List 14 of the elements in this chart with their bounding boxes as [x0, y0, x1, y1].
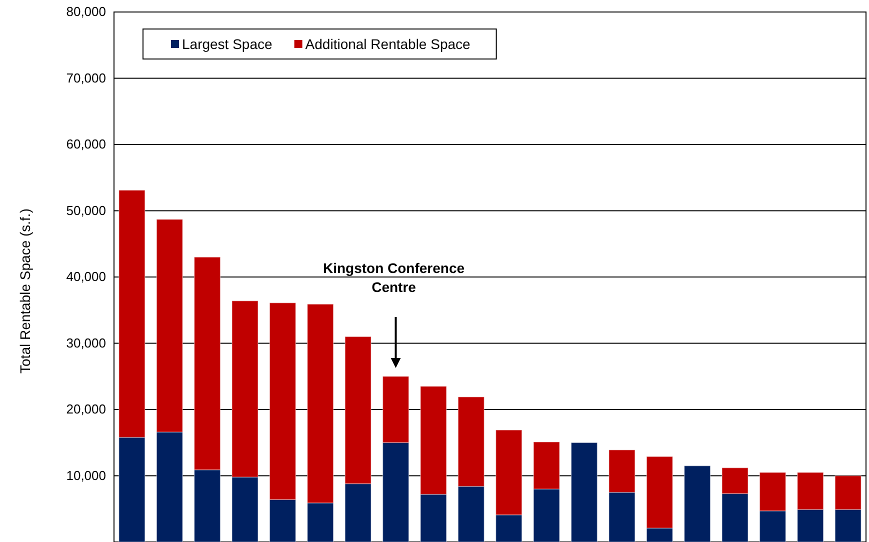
bar [684, 465, 711, 542]
legend-label: Largest Space [182, 36, 272, 52]
y-tick-label: 10,000 [66, 468, 106, 483]
y-tick-label: 20,000 [66, 402, 106, 417]
annotation: Kingston Conference Centre [322, 260, 465, 295]
y-tick-label: 50,000 [66, 202, 106, 218]
y-tick-label: 70,000 [66, 70, 106, 86]
legend-label: Additional Rentable Space [305, 36, 471, 52]
bar [570, 442, 598, 542]
y-tick-label: 60,000 [66, 136, 106, 152]
y-tick-label: 40,000 [66, 269, 106, 284]
y-axis-title: Total Rentable Space (s.f.) [17, 208, 33, 374]
y-tick-label: 30,000 [66, 335, 106, 350]
y-tick-label: 80,000 [66, 4, 106, 20]
